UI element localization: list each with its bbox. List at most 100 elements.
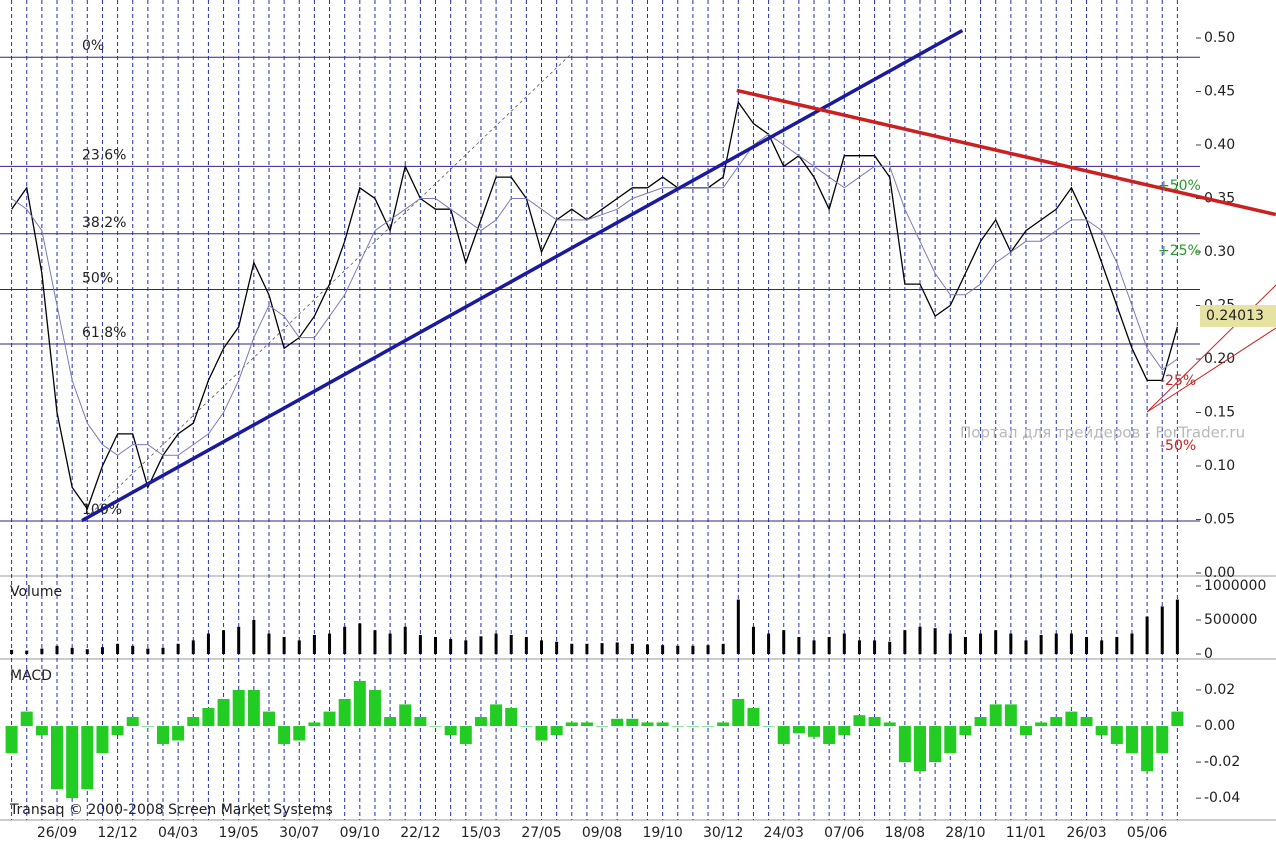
y-tick-label: 0.50 <box>1204 30 1235 46</box>
y-tick-label: 0.20 <box>1204 351 1235 367</box>
panel-title: Volume <box>10 584 62 600</box>
macd-bar <box>338 698 351 727</box>
volume-bar <box>85 649 89 654</box>
macd-bar <box>232 689 245 727</box>
volume-bar <box>524 636 528 654</box>
volume-bar <box>857 640 861 654</box>
volume-bar <box>1145 616 1149 654</box>
volume-bar <box>555 641 559 654</box>
volume-bar <box>116 643 120 654</box>
volume-bar <box>191 640 195 654</box>
volume-bar <box>600 643 604 654</box>
copyright: Transaq © 2000-2008 Screen Market System… <box>9 802 333 818</box>
volume-bar <box>812 640 816 654</box>
volume-bar <box>434 636 438 654</box>
volume-bar <box>222 630 226 654</box>
volume-bar <box>1069 633 1073 654</box>
fan-line <box>1146 327 1276 413</box>
macd-bar <box>308 722 321 727</box>
x-tick-label: 12/12 <box>97 825 137 841</box>
volume-bar <box>873 640 877 654</box>
last-price-label: 0.24013 <box>1206 308 1264 324</box>
macd-bar <box>565 722 578 727</box>
macd-bar <box>278 726 291 745</box>
macd-bar <box>732 698 745 727</box>
price-line <box>11 133 1178 456</box>
macd-bar <box>959 726 972 736</box>
macd-bar <box>838 726 851 736</box>
macd-bar <box>656 722 669 727</box>
volume-bar <box>70 647 74 654</box>
macd-bar <box>323 711 336 727</box>
x-tick-label: 26/09 <box>37 825 77 841</box>
macd-bar <box>1171 711 1184 727</box>
macd-bar <box>20 711 33 727</box>
price-line <box>11 100 1179 511</box>
volume-bar <box>1009 633 1013 654</box>
volume-bar <box>751 626 755 654</box>
macd-bar <box>883 722 896 727</box>
volume-bar <box>615 642 619 654</box>
macd-bar <box>929 726 942 763</box>
macd-bar <box>808 726 821 737</box>
volume-bar <box>388 633 392 654</box>
macd-bar <box>217 698 230 727</box>
macd-bar <box>474 717 487 727</box>
volume-bar <box>540 640 543 654</box>
macd-bar <box>247 689 260 727</box>
macd-bar <box>792 726 805 734</box>
x-tick-label: 07/06 <box>824 825 864 841</box>
macd-bar <box>914 726 926 772</box>
macd-bar <box>262 711 275 727</box>
fan-label: +25% <box>1158 243 1201 259</box>
y-tick-label: 0.00 <box>1204 565 1235 581</box>
x-tick-label: 27/05 <box>521 825 561 841</box>
volume-bar <box>312 634 316 654</box>
volume-bar <box>736 599 740 654</box>
volume-bar <box>676 645 680 654</box>
macd-bar <box>111 726 124 736</box>
macd-bar <box>823 726 836 745</box>
macd-bar <box>35 726 48 736</box>
macd-bar <box>686 726 699 727</box>
macd-bar <box>96 726 109 754</box>
volume-bar <box>252 619 256 654</box>
volume-bar <box>176 643 180 654</box>
volume-bar <box>131 645 135 654</box>
macd-bar <box>944 726 957 754</box>
macd-bar <box>535 726 548 741</box>
volume-bar <box>1130 633 1134 654</box>
volume-bar <box>903 630 907 654</box>
volume-bar <box>842 633 846 654</box>
macd-bar <box>626 718 639 727</box>
macd-bar <box>126 717 139 727</box>
macd-bar <box>141 726 154 727</box>
fib-label: 50% <box>82 270 113 286</box>
volume-bar <box>358 623 362 654</box>
y-tick-label: 1000000 <box>1204 578 1266 594</box>
macd-bar <box>1110 726 1123 745</box>
macd-bar <box>898 726 911 763</box>
volume-bar <box>963 636 967 654</box>
macd-bar <box>853 715 866 727</box>
volume-bar <box>797 636 801 654</box>
volume-bar <box>237 626 241 654</box>
helper-line <box>81 54 571 523</box>
fan-label: +50% <box>1158 178 1201 194</box>
y-tick-label: -0.04 <box>1204 790 1240 806</box>
volume-bar <box>1024 640 1028 654</box>
volume-bar <box>918 626 922 654</box>
macd-bar <box>762 726 775 727</box>
volume-bar <box>25 650 29 654</box>
macd-bar <box>1156 726 1169 754</box>
macd-bar <box>81 726 94 790</box>
x-tick-label: 30/12 <box>703 825 743 841</box>
last-price-box <box>1200 305 1276 328</box>
x-tick-label: 09/08 <box>582 825 622 841</box>
volume-bar <box>645 644 649 654</box>
y-tick-label: 0 <box>1204 646 1213 662</box>
macd-bar <box>641 722 654 727</box>
volume-bar <box>661 645 665 654</box>
